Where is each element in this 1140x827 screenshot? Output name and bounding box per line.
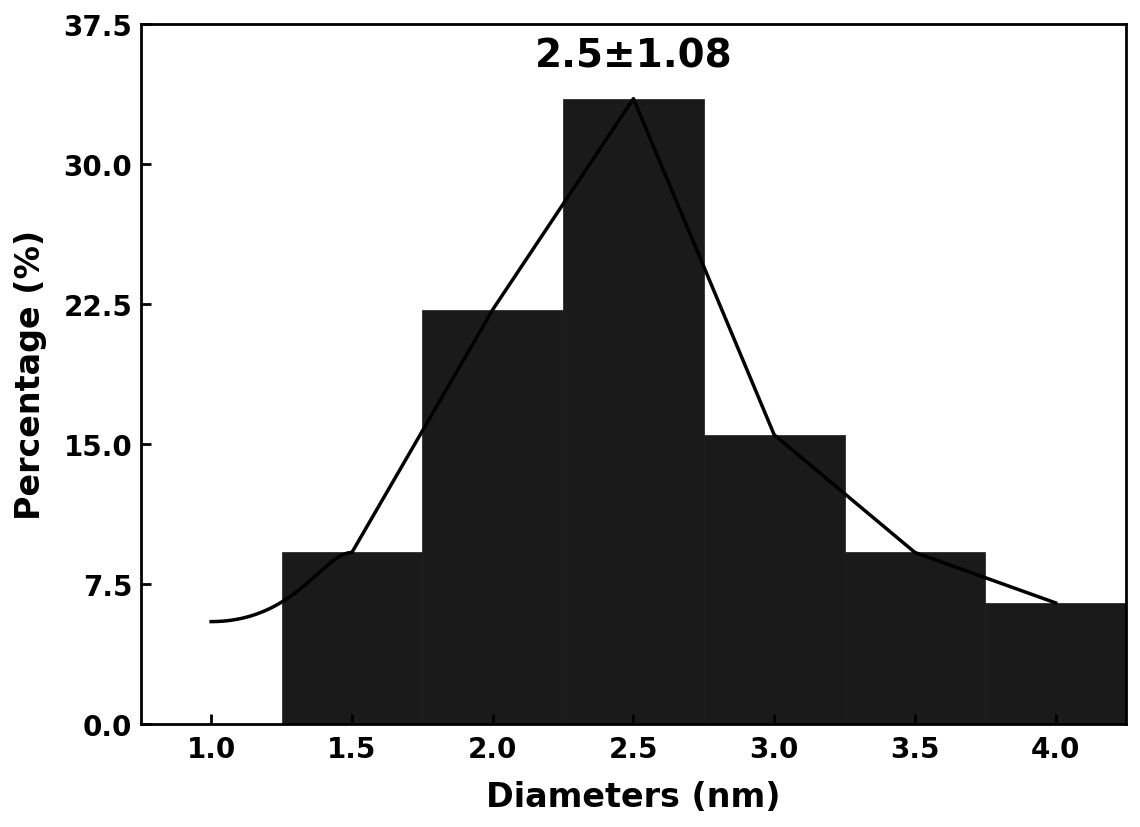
Bar xyxy=(422,310,563,724)
Y-axis label: Percentage (%): Percentage (%) xyxy=(14,230,47,519)
Bar xyxy=(845,552,985,724)
X-axis label: Diameters (nm): Diameters (nm) xyxy=(486,780,781,813)
Bar xyxy=(563,99,703,724)
Text: 2.5±1.08: 2.5±1.08 xyxy=(535,37,732,75)
Bar xyxy=(703,435,845,724)
Bar xyxy=(985,603,1126,724)
Bar xyxy=(282,552,422,724)
